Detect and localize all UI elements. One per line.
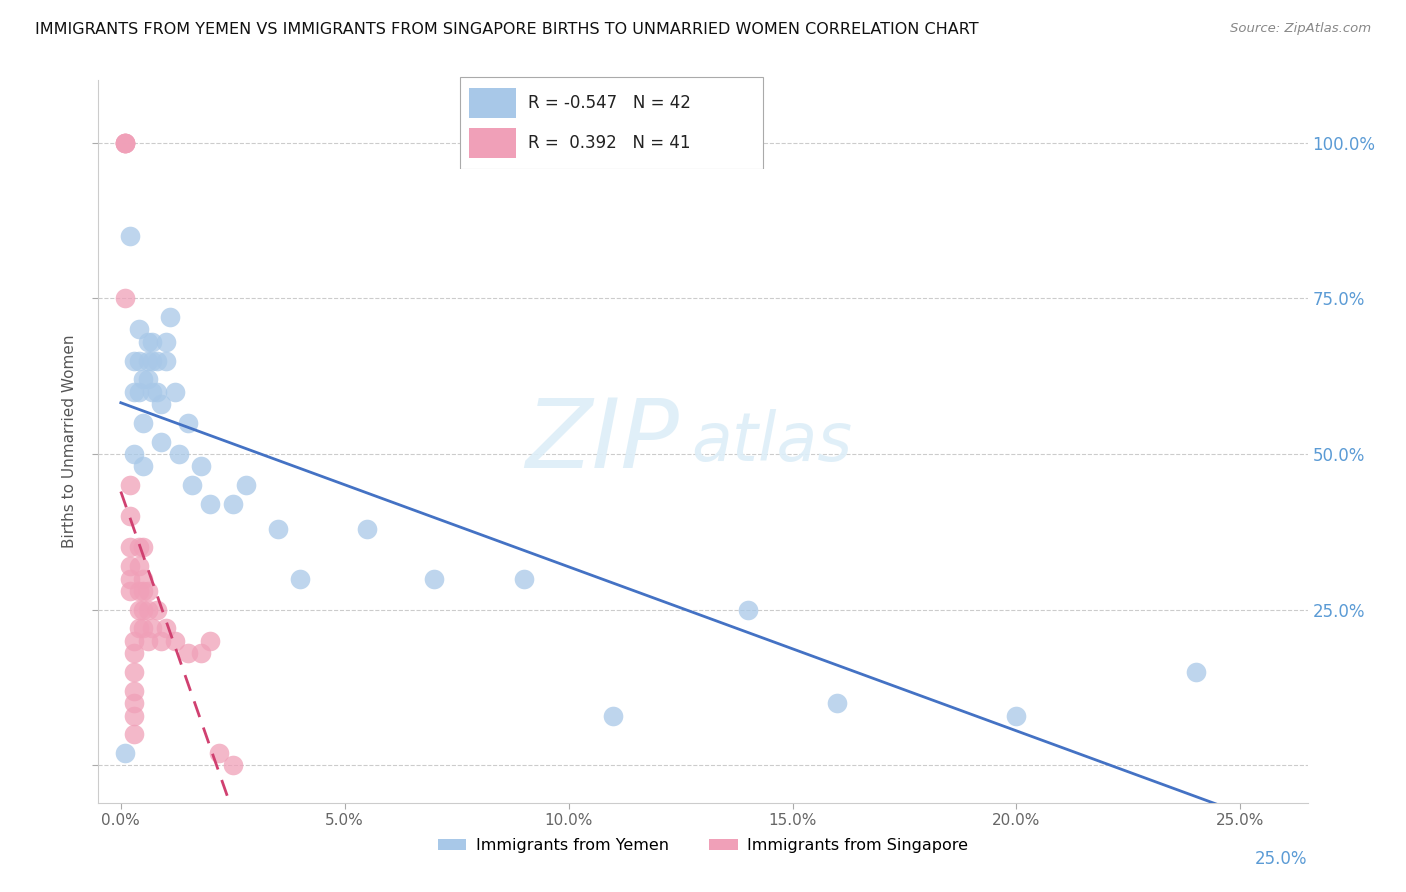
Point [222,758,245,772]
Text: Source: ZipAtlas.com: Source: ZipAtlas.com [1230,22,1371,36]
Point [122,353,145,368]
Point [208,746,231,760]
Point [177,646,200,660]
Point [145,353,167,368]
Bar [470,128,516,158]
Point [737,603,759,617]
Text: R = -0.547   N = 42: R = -0.547 N = 42 [529,94,690,112]
Point [114,746,136,760]
Point [150,633,173,648]
Point [122,696,145,710]
Point [266,522,288,536]
Point [128,353,150,368]
Point [141,353,163,368]
Point [128,384,150,399]
Point [163,633,186,648]
Point [128,621,150,635]
Point [122,708,145,723]
Point [118,509,141,524]
Point [145,603,167,617]
Point [118,584,141,599]
Point [114,136,136,150]
Point [128,541,150,555]
Point [132,621,155,635]
Point [132,459,155,474]
Point [200,497,222,511]
Point [136,372,159,386]
Point [132,584,155,599]
Point [200,633,222,648]
Point [128,322,150,336]
Point [118,229,141,244]
Point [141,621,163,635]
FancyBboxPatch shape [460,77,763,169]
Point [114,291,136,305]
Y-axis label: Births to Unmarried Women: Births to Unmarried Women [62,334,77,549]
Point [155,621,177,635]
Text: IMMIGRANTS FROM YEMEN VS IMMIGRANTS FROM SINGAPORE BIRTHS TO UNMARRIED WOMEN COR: IMMIGRANTS FROM YEMEN VS IMMIGRANTS FROM… [35,22,979,37]
Text: R =  0.392   N = 41: R = 0.392 N = 41 [529,135,690,153]
Point [128,584,150,599]
Point [122,646,145,660]
Point [288,572,311,586]
Point [114,136,136,150]
Point [136,584,159,599]
Point [827,696,849,710]
Point [122,384,145,399]
Point [155,353,177,368]
Point [150,434,173,449]
Point [145,384,167,399]
Point [235,478,257,492]
Point [136,334,159,349]
Bar [470,88,516,118]
Legend: Immigrants from Yemen, Immigrants from Singapore: Immigrants from Yemen, Immigrants from S… [432,832,974,860]
Point [513,572,536,586]
Text: atlas: atlas [690,409,852,475]
Point [114,136,136,150]
Point [177,416,200,430]
Point [155,334,177,349]
Point [136,633,159,648]
Point [122,683,145,698]
Point [122,633,145,648]
Point [128,603,150,617]
Point [159,310,181,324]
Point [132,603,155,617]
Point [136,353,159,368]
Point [122,727,145,741]
Point [128,559,150,574]
Point [118,572,141,586]
Point [167,447,190,461]
Text: 25.0%: 25.0% [1256,850,1308,868]
Point [1005,708,1028,723]
Point [118,559,141,574]
Point [423,572,446,586]
Point [141,334,163,349]
Point [132,372,155,386]
Point [190,646,212,660]
Point [118,478,141,492]
Point [141,384,163,399]
Point [356,522,378,536]
Point [114,136,136,150]
Point [122,447,145,461]
Point [136,603,159,617]
Point [602,708,624,723]
Point [122,665,145,679]
Point [132,541,155,555]
Point [150,397,173,411]
Point [1184,665,1206,679]
Point [132,416,155,430]
Point [222,497,245,511]
Point [181,478,204,492]
Point [190,459,212,474]
Point [132,572,155,586]
Point [118,541,141,555]
Text: ZIP: ZIP [524,395,679,488]
Point [163,384,186,399]
